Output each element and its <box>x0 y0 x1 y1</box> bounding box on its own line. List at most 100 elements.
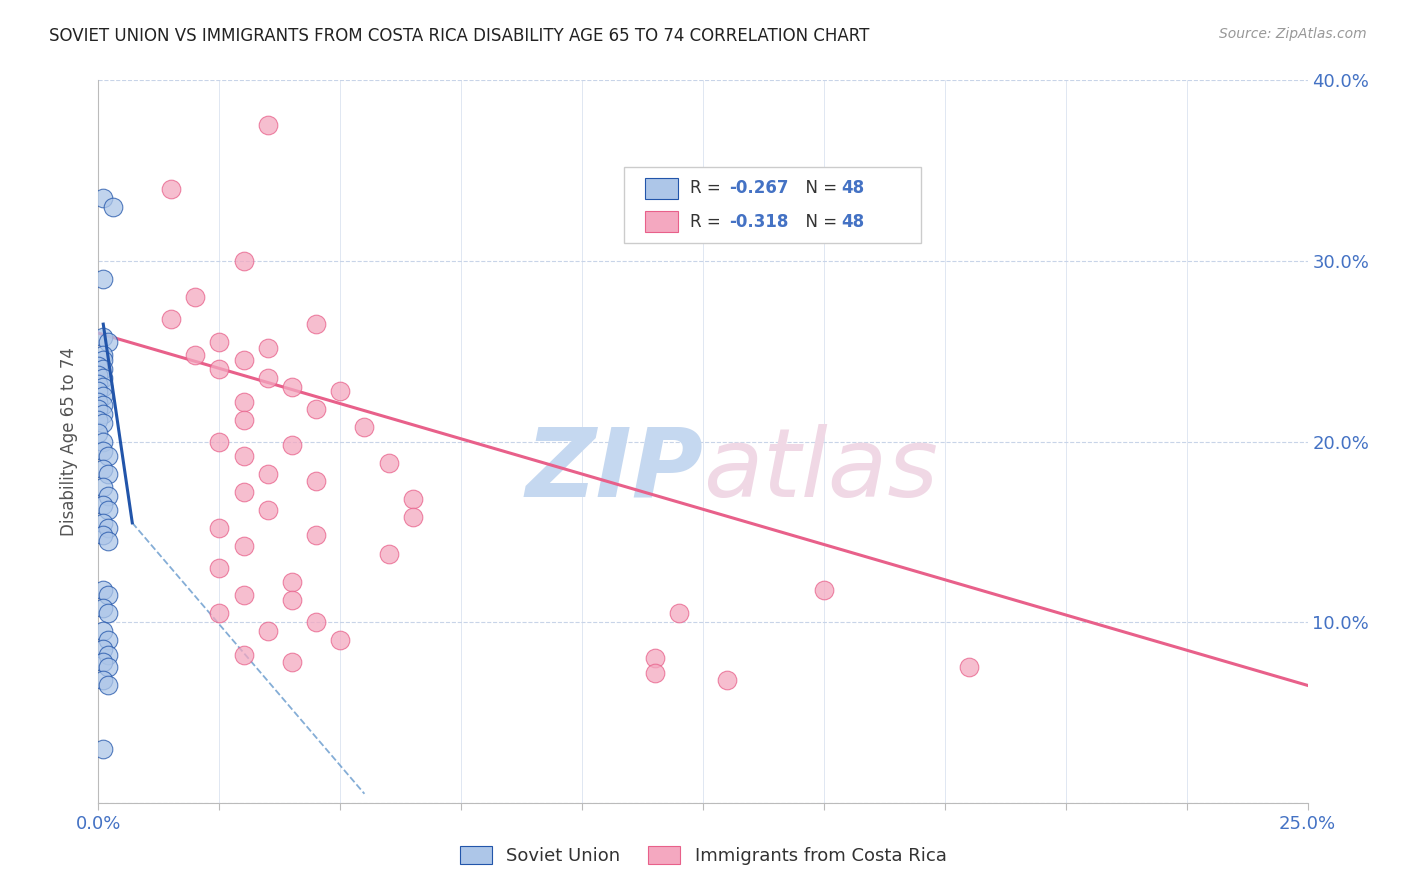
Point <box>716 673 738 687</box>
Text: 48: 48 <box>841 179 865 197</box>
Legend: Soviet Union, Immigrants from Costa Rica: Soviet Union, Immigrants from Costa Rica <box>450 837 956 874</box>
Text: N =: N = <box>794 212 842 231</box>
Point <box>353 420 375 434</box>
Point <box>87 384 110 398</box>
Text: -0.267: -0.267 <box>728 179 789 197</box>
Point <box>208 561 231 575</box>
Point <box>91 600 114 615</box>
Point <box>184 290 207 304</box>
Point <box>91 353 114 368</box>
Point <box>91 480 114 494</box>
Point <box>87 425 110 440</box>
Point <box>91 461 114 475</box>
Point <box>644 665 666 680</box>
Point <box>91 642 114 657</box>
Point <box>232 394 254 409</box>
Point <box>208 434 231 449</box>
Point <box>377 456 399 470</box>
Point <box>377 547 399 561</box>
Text: -0.318: -0.318 <box>728 212 789 231</box>
Point <box>208 606 231 620</box>
Point <box>256 624 278 639</box>
Point <box>91 380 114 394</box>
Point <box>256 467 278 481</box>
Point <box>87 394 110 409</box>
Point <box>91 741 114 756</box>
Point <box>644 651 666 665</box>
Point <box>305 528 328 542</box>
Point <box>256 119 278 133</box>
Point <box>256 503 278 517</box>
Point <box>91 624 114 639</box>
Point <box>97 648 120 662</box>
Text: N =: N = <box>794 179 842 197</box>
Point <box>91 516 114 530</box>
Point <box>281 380 304 394</box>
Point <box>91 673 114 687</box>
Point <box>91 528 114 542</box>
Text: 48: 48 <box>841 212 865 231</box>
Point <box>305 475 328 489</box>
Point <box>208 362 231 376</box>
Point <box>97 606 120 620</box>
Point <box>91 498 114 512</box>
Point <box>91 371 114 385</box>
Point <box>91 443 114 458</box>
Point <box>281 593 304 607</box>
Point <box>87 402 110 417</box>
Point <box>87 368 110 382</box>
Point <box>97 660 120 674</box>
Point <box>281 438 304 452</box>
Point <box>91 408 114 422</box>
Point <box>91 417 114 431</box>
Point <box>329 384 352 398</box>
Point <box>232 485 254 500</box>
Point <box>232 449 254 463</box>
Point <box>813 582 835 597</box>
Point <box>232 413 254 427</box>
Point <box>87 413 110 427</box>
Point <box>97 335 120 350</box>
Point <box>87 359 110 373</box>
Point <box>160 311 183 326</box>
Point <box>208 521 231 535</box>
Text: ZIP: ZIP <box>524 424 703 517</box>
Point <box>160 182 183 196</box>
Point <box>184 348 207 362</box>
Point <box>232 648 254 662</box>
Point <box>91 330 114 344</box>
Point <box>329 633 352 648</box>
Point <box>91 434 114 449</box>
Point <box>957 660 980 674</box>
Point <box>91 272 114 286</box>
Point <box>97 678 120 692</box>
Point <box>305 402 328 417</box>
Y-axis label: Disability Age 65 to 74: Disability Age 65 to 74 <box>59 347 77 536</box>
Text: atlas: atlas <box>703 424 938 517</box>
Point <box>402 510 425 524</box>
Point <box>668 606 690 620</box>
Point <box>91 582 114 597</box>
Text: SOVIET UNION VS IMMIGRANTS FROM COSTA RICA DISABILITY AGE 65 TO 74 CORRELATION C: SOVIET UNION VS IMMIGRANTS FROM COSTA RI… <box>49 27 869 45</box>
Point <box>256 341 278 355</box>
Point <box>208 335 231 350</box>
Point <box>256 371 278 385</box>
Point <box>281 575 304 590</box>
Point <box>91 362 114 376</box>
Text: R =: R = <box>689 212 725 231</box>
Point <box>305 615 328 630</box>
Point <box>232 353 254 368</box>
Point <box>97 633 120 648</box>
Point <box>91 191 114 205</box>
Point <box>91 398 114 412</box>
Point <box>305 317 328 331</box>
Point <box>232 254 254 268</box>
Point <box>101 200 124 214</box>
Point <box>97 521 120 535</box>
Point <box>91 348 114 362</box>
Point <box>97 588 120 602</box>
Point <box>91 389 114 403</box>
Point <box>232 588 254 602</box>
Point <box>97 449 120 463</box>
Point <box>97 467 120 481</box>
